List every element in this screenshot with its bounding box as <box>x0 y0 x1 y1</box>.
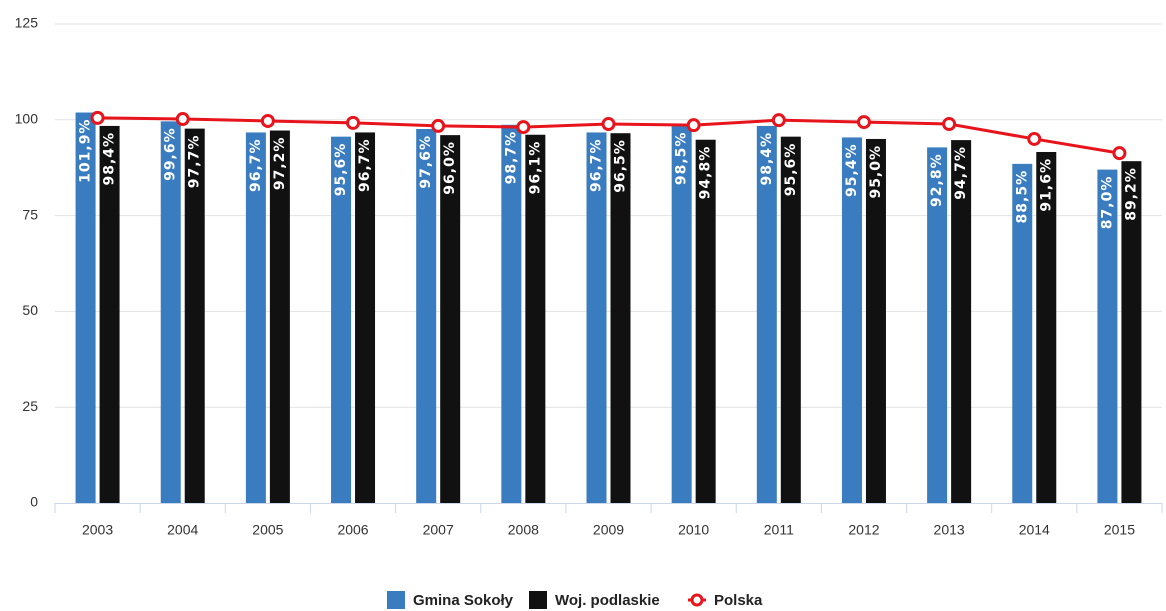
data-label: 88,5% <box>1014 170 1030 224</box>
x-tick-label: 2013 <box>934 522 965 538</box>
bar <box>951 140 972 503</box>
x-tick-label: 2008 <box>508 522 539 538</box>
point <box>90 110 105 125</box>
bar <box>501 124 522 503</box>
x-tick-label: 2003 <box>82 522 113 538</box>
data-label: 92,8% <box>929 153 945 207</box>
data-label: 96,1% <box>527 141 543 195</box>
data-label: 87,0% <box>1099 176 1115 230</box>
bar <box>245 132 266 503</box>
legend-symbol <box>690 593 704 607</box>
bar <box>927 147 948 504</box>
bar <box>269 130 290 503</box>
point <box>601 117 616 132</box>
x-tick-label: 2010 <box>678 522 709 538</box>
bar <box>695 139 716 504</box>
legend-label: Woj. podlaskie <box>555 592 660 609</box>
bar <box>331 136 352 503</box>
bar <box>865 138 886 503</box>
y-tick-label: 50 <box>22 302 38 318</box>
bar <box>780 136 801 503</box>
legend-label: Polska <box>714 592 763 609</box>
data-label: 94,8% <box>698 146 714 200</box>
x-tick-label: 2012 <box>848 522 879 538</box>
data-label: 97,7% <box>187 135 203 189</box>
bar <box>671 125 692 503</box>
x-tick-label: 2011 <box>764 522 794 538</box>
data-label: 89,2% <box>1123 167 1139 221</box>
data-label: 96,7% <box>357 138 373 192</box>
x-tick-label: 2004 <box>167 522 198 538</box>
point <box>942 117 957 132</box>
x-tick-label: 2009 <box>593 522 624 538</box>
point <box>346 115 361 130</box>
bar <box>756 125 777 503</box>
data-label: 95,4% <box>844 143 860 197</box>
bar <box>355 132 376 503</box>
data-label: 95,0% <box>868 145 884 199</box>
y-tick-label: 125 <box>15 15 39 31</box>
y-tick-label: 100 <box>15 111 39 127</box>
legend-symbol <box>387 591 405 609</box>
data-label: 98,5% <box>674 132 690 186</box>
data-label: 101,9% <box>78 119 94 183</box>
data-label: 96,0% <box>442 141 458 195</box>
legend-item: Woj. podlaskie <box>529 591 660 609</box>
x-tick-label: 2014 <box>1019 522 1050 538</box>
x-tick-label: 2007 <box>423 522 454 538</box>
x-tick-label: 2006 <box>337 522 368 538</box>
point <box>686 118 701 133</box>
point <box>175 112 190 127</box>
bar <box>416 128 437 503</box>
data-label: 98,4% <box>759 132 775 186</box>
point <box>516 120 531 135</box>
point <box>1027 131 1042 146</box>
y-tick-label: 0 <box>30 494 38 510</box>
data-label: 98,4% <box>102 132 118 186</box>
data-label: 97,2% <box>272 137 288 191</box>
bar <box>1036 151 1057 503</box>
bar <box>184 128 205 504</box>
data-label: 96,7% <box>248 138 264 192</box>
data-label: 95,6% <box>333 143 349 197</box>
bar <box>160 121 181 504</box>
bar <box>75 112 96 504</box>
data-label: 91,6% <box>1038 158 1054 212</box>
bar <box>525 134 546 503</box>
bar <box>586 132 607 503</box>
data-label: 96,5% <box>613 139 629 193</box>
bar <box>1097 169 1118 503</box>
legend-item: Polska <box>688 592 763 609</box>
data-label: 96,7% <box>589 138 605 192</box>
data-label: 99,6% <box>163 127 179 181</box>
point <box>431 118 446 133</box>
bar <box>1121 161 1142 503</box>
bar <box>440 135 461 504</box>
x-tick-label: 2005 <box>252 522 283 538</box>
point <box>1112 146 1127 161</box>
point <box>856 115 871 130</box>
y-tick-label: 25 <box>22 398 38 414</box>
bar <box>99 125 120 503</box>
data-label: 98,7% <box>503 131 519 185</box>
data-label: 95,6% <box>783 143 799 197</box>
bar <box>841 137 862 504</box>
legend-item: Gmina Sokoły <box>387 591 514 609</box>
legend-label: Gmina Sokoły <box>413 592 514 609</box>
bar <box>610 133 631 503</box>
data-label: 97,6% <box>418 135 434 189</box>
data-label: 94,7% <box>953 146 969 200</box>
point <box>771 113 786 128</box>
point <box>260 113 275 128</box>
x-tick-label: 2015 <box>1104 522 1135 538</box>
bar <box>1012 163 1033 504</box>
legend-symbol <box>529 591 547 609</box>
y-tick-label: 75 <box>22 206 38 222</box>
